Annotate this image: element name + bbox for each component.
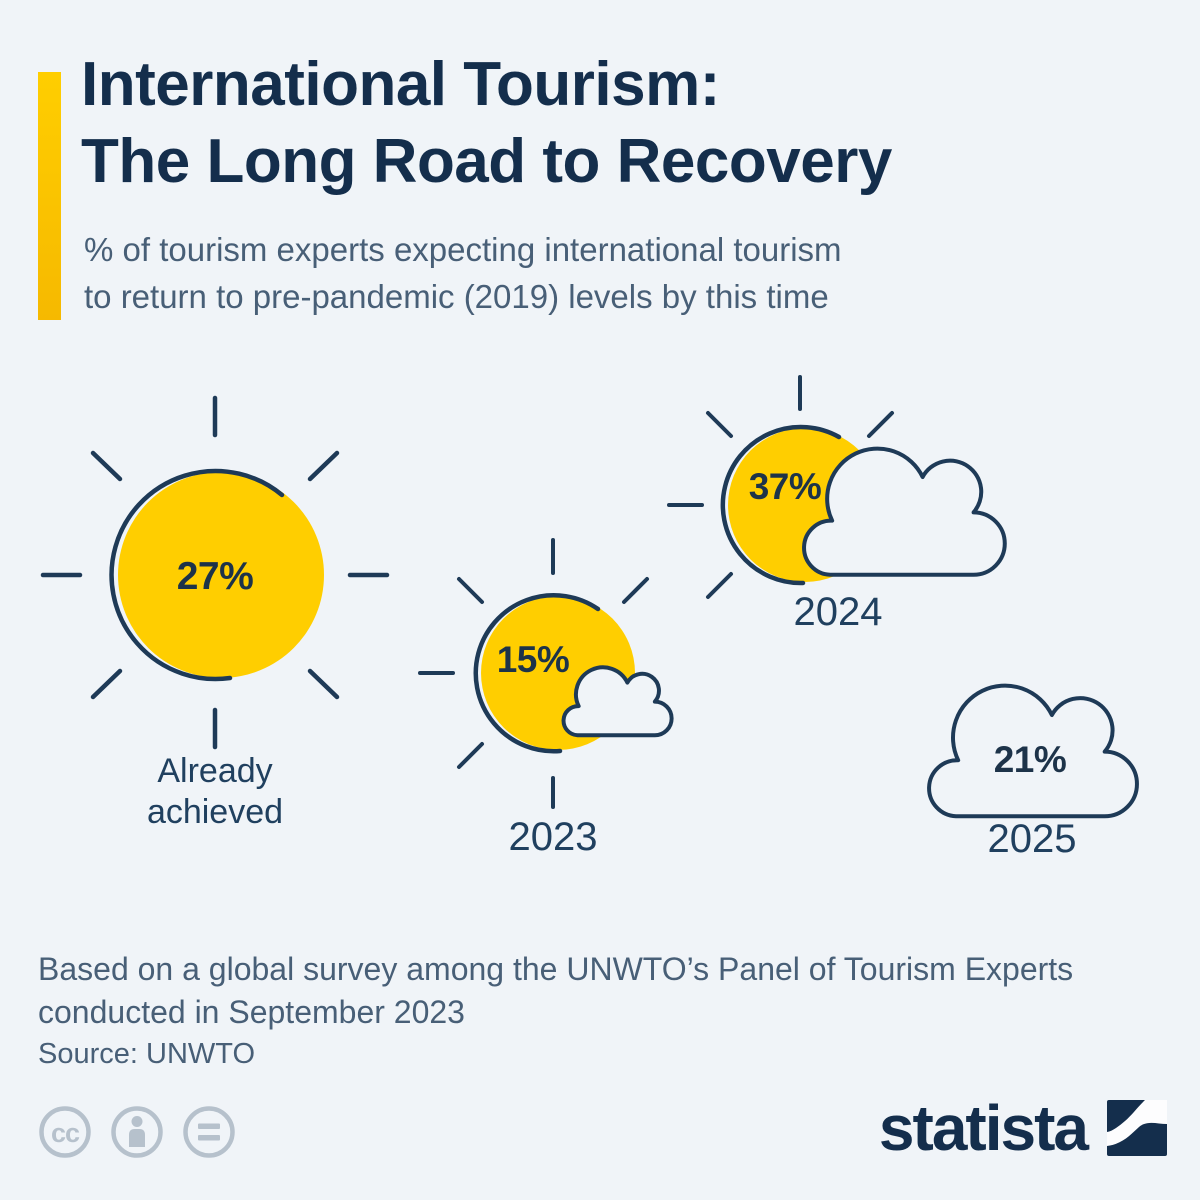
footer-note-line-2: conducted in September 2023 [38,994,465,1030]
title-line-1: International Tourism: [81,50,720,119]
sun-outline [109,468,285,682]
category-label: 2023 [508,815,598,859]
subtitle-line-1: % of tourism experts expecting internati… [84,231,842,268]
chart-item-already-achieved: 27% Already achieved [30,385,400,850]
cloud [927,683,1139,819]
value-label: 15% [496,639,570,680]
cloud-shape [561,665,674,738]
license-badges: cc [39,1106,235,1158]
sun-outline [473,593,601,754]
subtitle-line-2: to return to pre-pandemic (2019) levels … [84,278,829,315]
footer-note: Based on a global survey among the UNWTO… [38,948,1073,1034]
category-label: 2025 [987,817,1077,861]
sun-disc [118,472,324,678]
source-label: Source: UNWTO [38,1038,256,1070]
person-body [129,1129,145,1147]
sun-large-cloud-icon [667,375,1007,599]
sun-rays [40,395,390,750]
sun-small-cloud-icon [418,538,674,809]
chart-item-2025: 21% 2025 [915,680,1155,872]
value-label: 21% [993,739,1067,780]
statista-logo: statista [879,1096,1167,1160]
cc-glyph: cc [51,1118,80,1148]
statista-logo-mark [1107,1100,1167,1156]
category-label: 2024 [793,590,883,634]
sun-outline [720,424,842,586]
chart-item-2023: 15% 2023 [410,530,700,875]
sun-icon [40,395,390,750]
page-subtitle: % of tourism experts expecting internati… [84,226,842,320]
footer-note-line-1: Based on a global survey among the UNWTO… [38,951,1074,987]
page-title: International Tourism: The Long Road to … [81,46,892,200]
statista-swoosh [1107,1100,1167,1146]
title-accent-bar [38,72,61,320]
person-head [131,1116,143,1127]
statista-wordmark: statista [878,1092,1089,1164]
small-cloud [561,665,674,738]
value-label: 37% [748,466,822,507]
value-label: 27% [176,555,254,598]
cc-nd-icon [183,1106,235,1158]
cloud-shape [927,683,1139,819]
cc-by-icon [111,1106,163,1158]
category-label: Already achieved [146,752,284,831]
title-line-2: The Long Road to Recovery [81,127,892,196]
cc-icon: cc [39,1106,91,1158]
cloud-shape [802,446,1007,577]
large-cloud [802,446,1007,577]
sun-rays [418,538,649,809]
sun-rays [667,375,894,599]
chart-item-2024: 37% 2024 [660,373,1030,645]
cloud-icon [927,683,1139,819]
